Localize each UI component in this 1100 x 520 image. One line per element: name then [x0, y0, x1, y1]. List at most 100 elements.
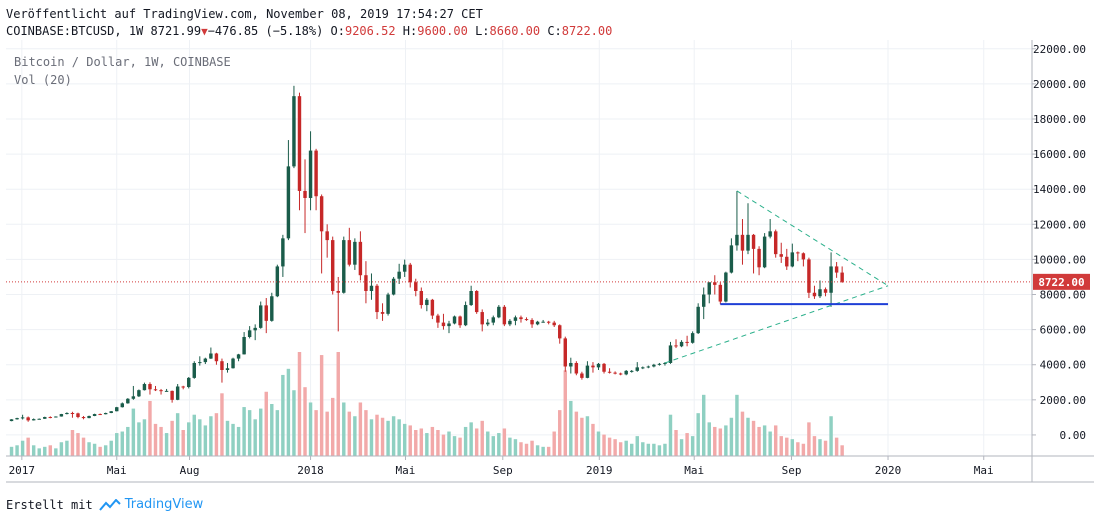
- candle[interactable]: [552, 320, 556, 327]
- candle[interactable]: [524, 317, 529, 321]
- candle[interactable]: [602, 362, 606, 374]
- candle[interactable]: [591, 362, 595, 373]
- candle[interactable]: [519, 315, 523, 323]
- candle[interactable]: [175, 384, 180, 401]
- candle[interactable]: [225, 362, 230, 373]
- candle[interactable]: [724, 271, 728, 303]
- candle[interactable]: [43, 416, 47, 419]
- candle[interactable]: [746, 203, 750, 255]
- candle[interactable]: [76, 412, 80, 419]
- candle[interactable]: [563, 336, 567, 372]
- candle[interactable]: [247, 326, 252, 339]
- candle[interactable]: [65, 412, 69, 415]
- candle[interactable]: [696, 303, 700, 335]
- candle[interactable]: [779, 242, 783, 263]
- candle[interactable]: [502, 305, 507, 327]
- candle[interactable]: [646, 365, 651, 369]
- candle[interactable]: [264, 298, 268, 334]
- candle[interactable]: [635, 362, 639, 372]
- candle[interactable]: [641, 366, 645, 370]
- candle[interactable]: [270, 292, 274, 322]
- candle[interactable]: [314, 148, 318, 211]
- candle[interactable]: [735, 190, 739, 251]
- candle[interactable]: [618, 372, 623, 376]
- candle[interactable]: [718, 282, 723, 305]
- candle[interactable]: [414, 278, 418, 297]
- candle[interactable]: [87, 415, 91, 419]
- candle[interactable]: [436, 313, 440, 328]
- candle[interactable]: [613, 371, 617, 375]
- candle[interactable]: [358, 231, 363, 281]
- candle[interactable]: [768, 219, 772, 239]
- candle[interactable]: [624, 369, 628, 376]
- candle[interactable]: [740, 219, 745, 265]
- candle[interactable]: [785, 248, 789, 270]
- candle[interactable]: [469, 285, 473, 306]
- candles[interactable]: [9, 85, 844, 422]
- candle[interactable]: [801, 252, 806, 267]
- candle[interactable]: [419, 287, 424, 309]
- candle[interactable]: [54, 416, 58, 418]
- candle[interactable]: [834, 262, 839, 278]
- candle[interactable]: [474, 290, 479, 314]
- candle[interactable]: [98, 413, 102, 416]
- candle[interactable]: [209, 347, 213, 359]
- candle[interactable]: [480, 309, 484, 332]
- candle[interactable]: [441, 313, 446, 330]
- candle[interactable]: [347, 227, 352, 267]
- candle[interactable]: [253, 324, 257, 341]
- candle[interactable]: [236, 353, 241, 362]
- candle[interactable]: [81, 415, 86, 420]
- candle[interactable]: [214, 352, 219, 365]
- candle[interactable]: [690, 331, 695, 344]
- candle[interactable]: [679, 340, 684, 348]
- footer-brand[interactable]: TradingView: [124, 497, 204, 512]
- candle[interactable]: [115, 406, 119, 412]
- candle[interactable]: [430, 298, 435, 320]
- candle[interactable]: [668, 341, 673, 364]
- candle[interactable]: [153, 385, 158, 392]
- candle[interactable]: [364, 261, 368, 304]
- candle[interactable]: [142, 382, 147, 391]
- candle[interactable]: [558, 324, 562, 344]
- candle[interactable]: [530, 318, 534, 328]
- candle[interactable]: [164, 388, 169, 392]
- candle[interactable]: [535, 320, 540, 326]
- candle[interactable]: [685, 335, 689, 347]
- candle[interactable]: [452, 315, 457, 325]
- candle[interactable]: [137, 389, 141, 398]
- candle[interactable]: [790, 243, 795, 268]
- candle[interactable]: [103, 412, 108, 415]
- candle[interactable]: [336, 276, 340, 332]
- candle[interactable]: [447, 320, 451, 334]
- candle[interactable]: [92, 413, 97, 417]
- candle[interactable]: [275, 264, 280, 298]
- candle[interactable]: [751, 233, 756, 274]
- candle[interactable]: [220, 358, 224, 383]
- candle[interactable]: [59, 413, 64, 417]
- candle[interactable]: [259, 301, 263, 329]
- candle[interactable]: [391, 276, 396, 296]
- candle[interactable]: [807, 257, 811, 299]
- candle[interactable]: [20, 414, 25, 420]
- candle[interactable]: [37, 418, 41, 420]
- candle[interactable]: [569, 357, 573, 374]
- candle[interactable]: [513, 315, 518, 326]
- candle[interactable]: [497, 305, 501, 319]
- candle[interactable]: [330, 236, 335, 295]
- candle[interactable]: [131, 385, 136, 400]
- candle[interactable]: [380, 303, 385, 321]
- candle[interactable]: [486, 319, 490, 327]
- drawings[interactable]: [6, 190, 1032, 364]
- candle[interactable]: [546, 320, 551, 325]
- candle[interactable]: [198, 356, 202, 366]
- candle[interactable]: [292, 85, 296, 169]
- candle[interactable]: [408, 262, 412, 288]
- candle[interactable]: [170, 390, 174, 403]
- candle[interactable]: [303, 159, 307, 234]
- candle[interactable]: [109, 411, 113, 414]
- candle[interactable]: [203, 357, 208, 365]
- candle[interactable]: [652, 363, 656, 368]
- candle[interactable]: [840, 266, 844, 283]
